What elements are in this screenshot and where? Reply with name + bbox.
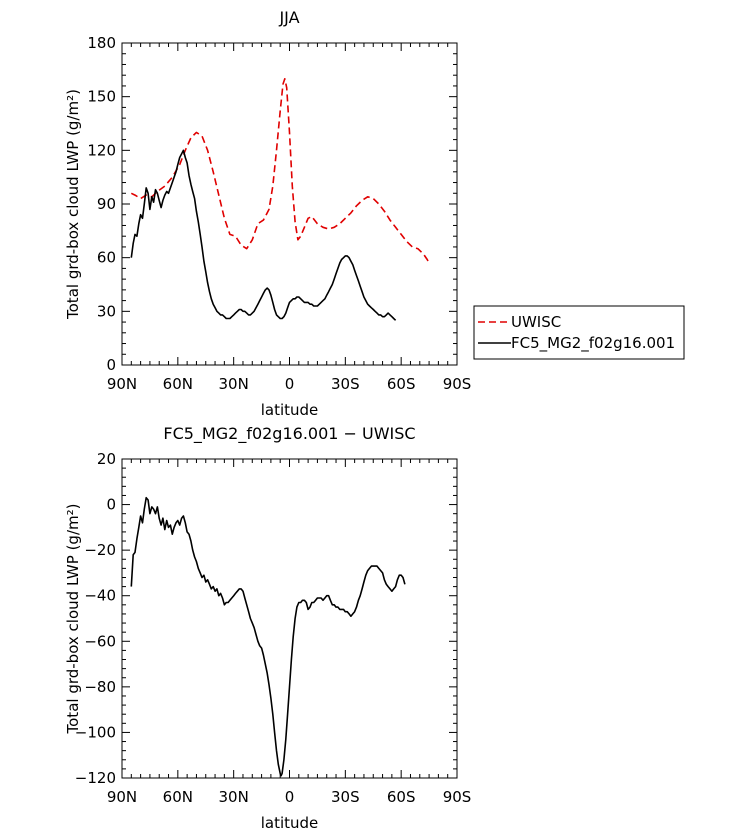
x-tick-label: 90S <box>443 375 472 393</box>
x-tick-label: 0 <box>285 375 295 393</box>
chart-title-difference: FC5_MG2_f02g16.001 − UWISC <box>163 424 415 444</box>
y-tick-label: −80 <box>84 678 116 696</box>
y-tick-label: 90 <box>97 195 116 213</box>
y-tick-label: −100 <box>75 723 116 741</box>
y-tick-label: 0 <box>106 356 116 374</box>
x-tick-label: 30N <box>219 788 249 806</box>
x-tick-label: 30S <box>331 788 360 806</box>
y-tick-label: −40 <box>84 587 116 605</box>
y-axis-label: Total grd-box cloud LWP (g/m²) <box>64 89 82 320</box>
y-tick-label: 150 <box>87 88 116 106</box>
plot-frame <box>121 458 458 779</box>
chart-title-jja: JJA <box>278 8 299 27</box>
bottom-panel-lwp-difference: FC5_MG2_f02g16.001 − UWISC 90N 60N 30N 0 30S 6… <box>64 424 471 832</box>
x-tick-label: 90N <box>107 375 137 393</box>
series-line-top-0 <box>130 78 430 264</box>
legend-box <box>473 305 685 360</box>
y-axis-label: Total grd-box cloud LWP (g/m²) <box>64 504 82 735</box>
x-tick-label: 90N <box>107 788 137 806</box>
legend: UWISC FC5_MG2_f02g16.001 <box>473 305 685 360</box>
series-line-bottom-0 <box>130 496 406 777</box>
x-tick-label: 60N <box>163 375 193 393</box>
y-tick-label: 20 <box>97 450 116 468</box>
y-tick-label: 0 <box>106 496 116 514</box>
x-tick-label: 0 <box>285 788 295 806</box>
legend-label: FC5_MG2_f02g16.001 <box>511 334 675 353</box>
legend-label: UWISC <box>511 313 561 331</box>
x-tick-label: 60N <box>163 788 193 806</box>
x-axis-label: latitude <box>261 401 319 419</box>
x-tick-label: 60S <box>387 375 416 393</box>
plot-frame <box>121 42 458 366</box>
y-tick-label: 180 <box>87 34 116 52</box>
y-tick-label: 120 <box>87 141 116 159</box>
y-tick-label: −20 <box>84 541 116 559</box>
x-tick-label: 30N <box>219 375 249 393</box>
x-axis-label: latitude <box>261 814 319 832</box>
x-tick-label: 90S <box>443 788 472 806</box>
y-tick-label: 30 <box>97 302 116 320</box>
top-panel-lwp-jja: JJA 90N 60N 30N 0 30S 60S 90S 0 30 60 90 120 150 180 la… <box>64 8 471 419</box>
series-line-top-1 <box>130 149 397 321</box>
y-tick-label: −60 <box>84 632 116 650</box>
x-tick-label: 60S <box>387 788 416 806</box>
y-tick-label: 60 <box>97 249 116 267</box>
y-tick-label: −120 <box>75 769 116 787</box>
x-tick-label: 30S <box>331 375 360 393</box>
